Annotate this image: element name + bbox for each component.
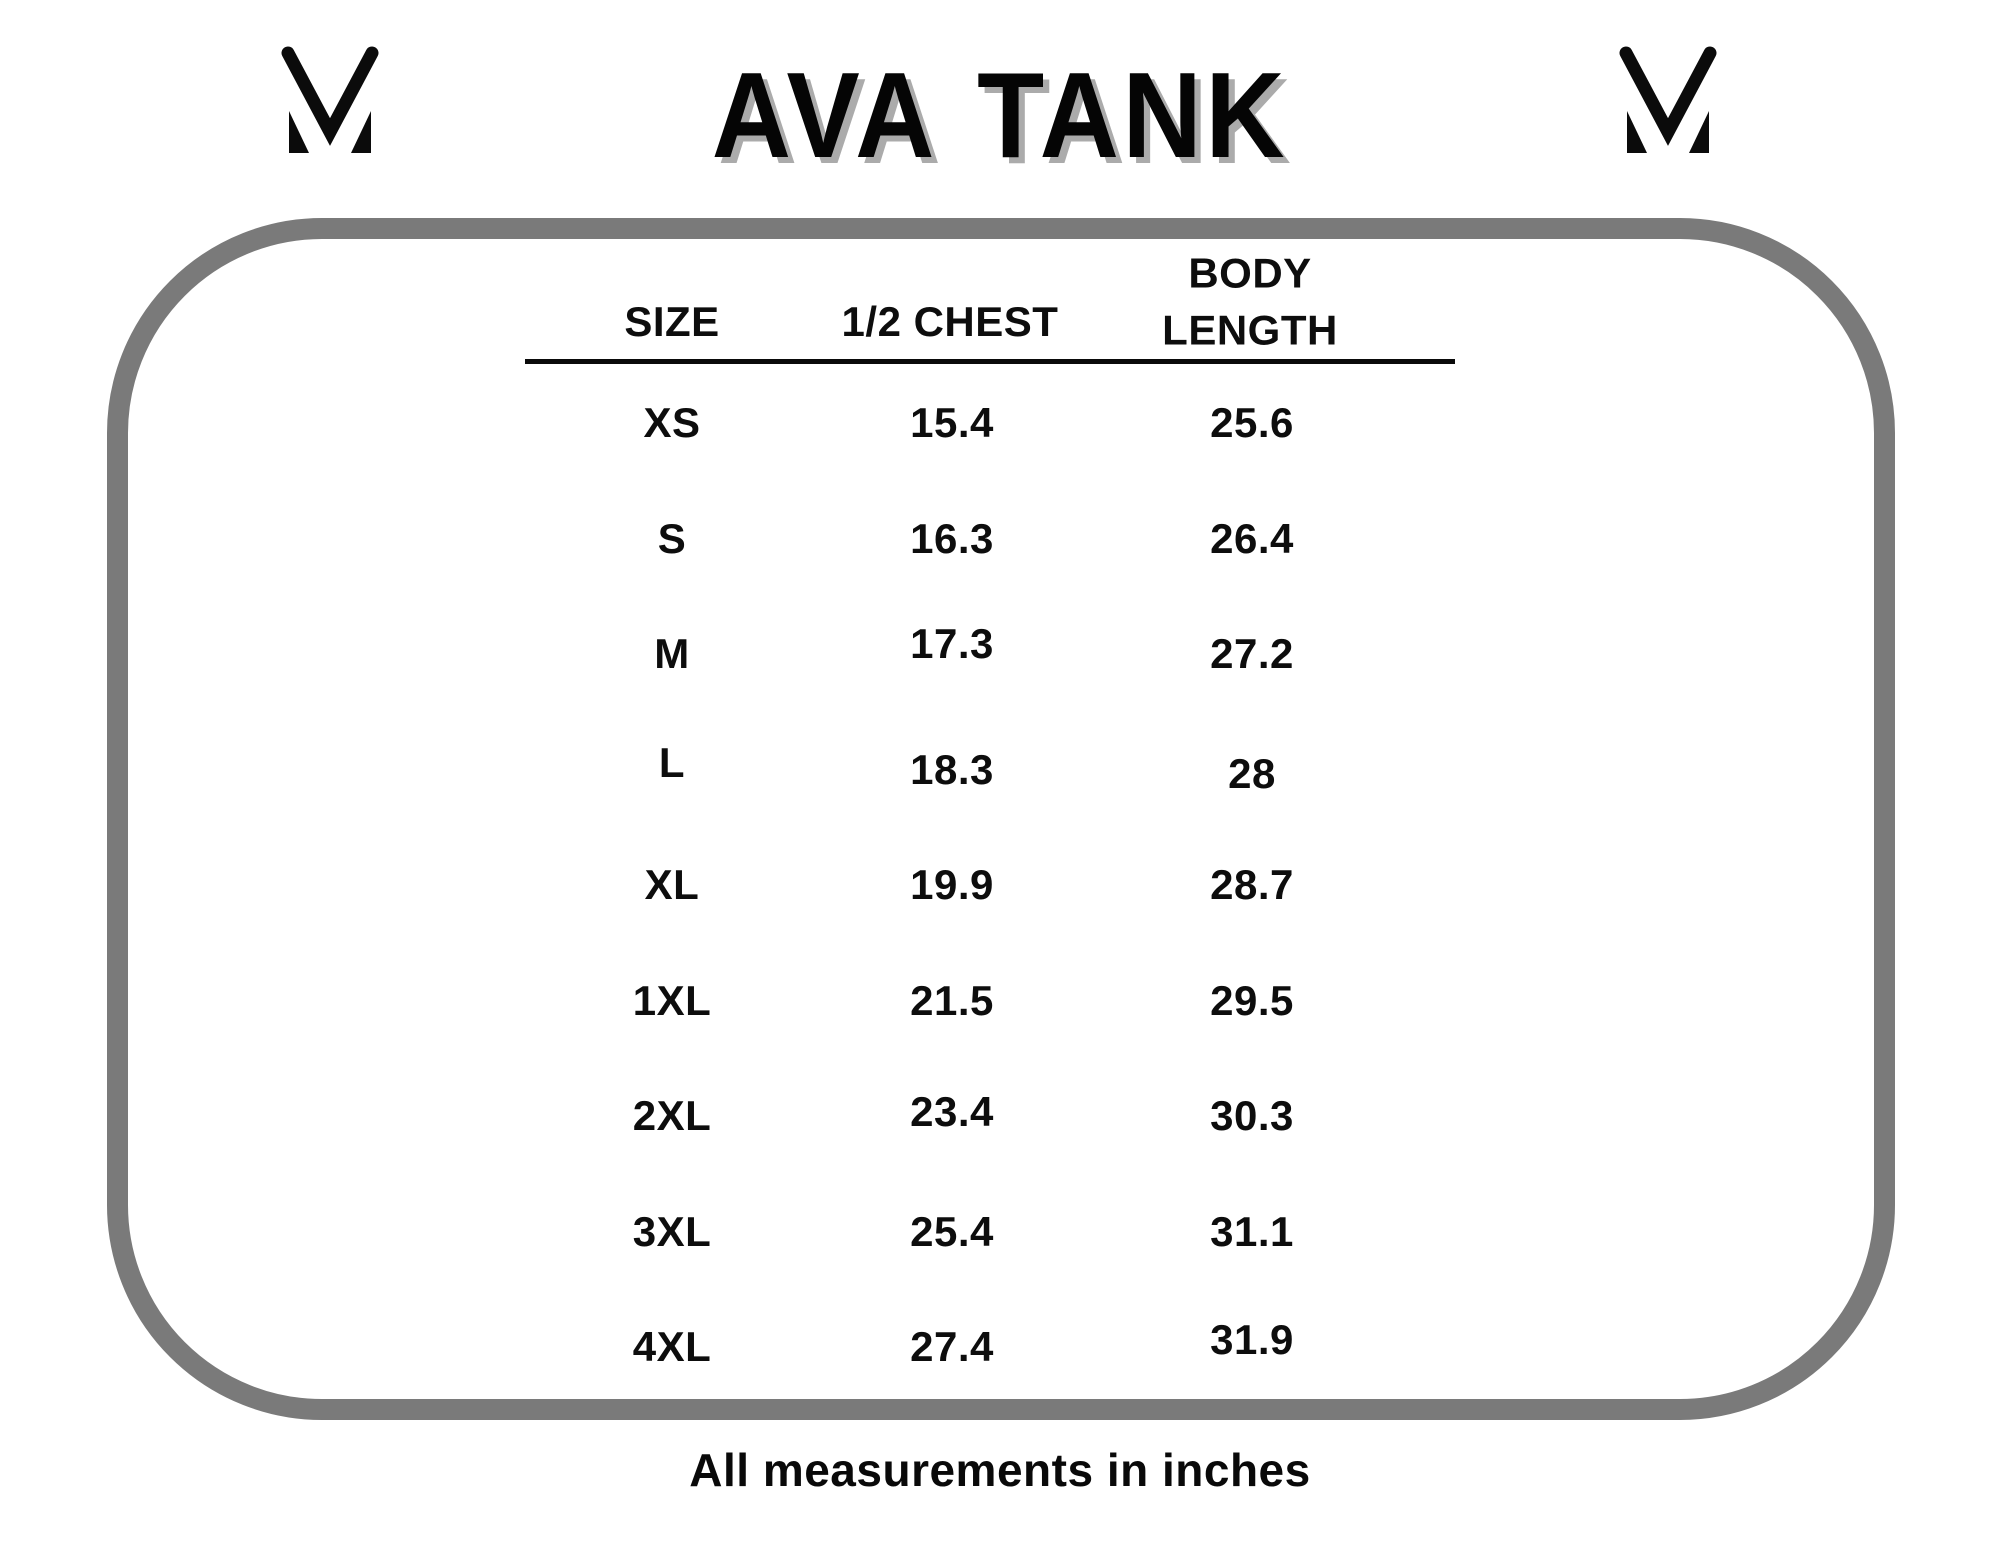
body-length-cell: 28	[1228, 749, 1276, 797]
half-chest-cell: 15.4	[910, 399, 994, 446]
size-chart-panel	[107, 218, 1895, 1420]
size-cell: 4XL	[632, 1323, 712, 1370]
half-chest-cell: 18.3	[910, 745, 994, 793]
measurements-note: All measurements in inches	[689, 1444, 1311, 1496]
half-chest-cell: 16.3	[910, 514, 994, 562]
column-header-body-length: BODY LENGTH	[1162, 249, 1338, 353]
half-chest-cell: 27.4	[910, 1323, 994, 1370]
header-underline	[525, 359, 1455, 364]
body-length-cell: 27.2	[1210, 630, 1294, 677]
body-length-cell: 30.3	[1210, 1092, 1294, 1139]
brand-logo-right	[1602, 42, 1734, 166]
size-cell: XS	[643, 399, 701, 446]
page-title: AVA TANK	[711, 47, 1289, 183]
brand-logo-left	[264, 42, 396, 166]
mv-monogram-icon	[281, 46, 379, 153]
column-header-half-chest: 1/2 CHEST	[841, 298, 1059, 345]
size-cell: 2XL	[632, 1092, 712, 1139]
mv-monogram-icon	[1619, 46, 1717, 153]
half-chest-cell: 23.4	[910, 1088, 994, 1135]
column-header-size: SIZE	[624, 298, 720, 345]
size-cell: 1XL	[632, 976, 712, 1024]
body-length-cell: 26.4	[1210, 514, 1294, 562]
body-length-cell: 31.9	[1210, 1316, 1294, 1363]
half-chest-cell: 17.3	[910, 620, 994, 667]
size-cell: 3XL	[632, 1207, 712, 1255]
body-length-cell: 28.7	[1210, 861, 1294, 908]
half-chest-cell: 25.4	[910, 1207, 994, 1255]
size-cell: XL	[644, 861, 700, 908]
half-chest-cell: 21.5	[910, 976, 994, 1024]
size-cell: S	[657, 514, 687, 562]
size-cell: M	[654, 630, 690, 677]
size-cell: L	[658, 738, 686, 786]
body-length-cell: 31.1	[1210, 1207, 1294, 1255]
body-length-cell: 29.5	[1210, 976, 1294, 1024]
body-length-cell: 25.6	[1210, 399, 1294, 446]
half-chest-cell: 19.9	[910, 861, 994, 908]
